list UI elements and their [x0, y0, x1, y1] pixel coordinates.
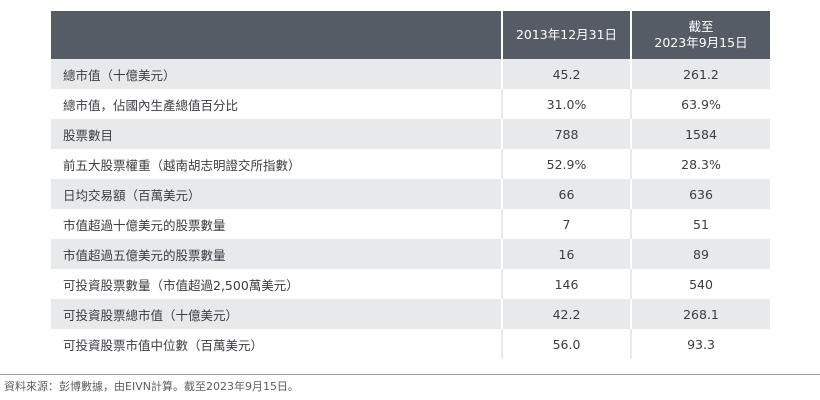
- table-header-row: 2013年12月31日 截至 2023年9月15日: [51, 11, 770, 59]
- header-2023-line1: 截至: [688, 19, 714, 34]
- table-row: 市值超過十億美元的股票數量 7 51: [51, 209, 770, 239]
- row-value-2023: 51: [630, 209, 770, 239]
- footnote-divider: [0, 374, 820, 375]
- row-label: 市值超過十億美元的股票數量: [51, 209, 502, 239]
- row-value-2023: 1584: [630, 119, 770, 149]
- market-stats-table: 2013年12月31日 截至 2023年9月15日 總市值（十億美元） 45.2…: [51, 11, 770, 359]
- row-value-2023: 28.3%: [630, 149, 770, 179]
- row-label: 可投資股票總市值（十億美元）: [51, 299, 502, 329]
- table-row: 總市值，佔國內生產總值百分比 31.0% 63.9%: [51, 89, 770, 119]
- row-value-2013: 45.2: [501, 59, 631, 89]
- row-value-2023: 636: [630, 179, 770, 209]
- header-label-cell: [51, 11, 502, 59]
- row-value-2023: 540: [630, 269, 770, 299]
- row-value-2013: 52.9%: [501, 149, 631, 179]
- row-value-2023: 63.9%: [630, 89, 770, 119]
- table-row: 日均交易額（百萬美元） 66 636: [51, 179, 770, 209]
- table-row: 可投資股票數量（市值超過2,500萬美元） 146 540: [51, 269, 770, 299]
- row-value-2023: 261.2: [630, 59, 770, 89]
- row-value-2013: 66: [501, 179, 631, 209]
- row-value-2013: 56.0: [501, 329, 631, 359]
- row-value-2023: 268.1: [630, 299, 770, 329]
- table-row: 總市值（十億美元） 45.2 261.2: [51, 59, 770, 89]
- row-label: 總市值（十億美元）: [51, 59, 502, 89]
- source-footnote: 資料來源：彭博數據，由EIVN計算。截至2023年9月15日。: [4, 380, 299, 393]
- header-2023: 截至 2023年9月15日: [630, 11, 770, 59]
- row-label: 可投資股票市值中位數（百萬美元）: [51, 329, 502, 359]
- row-value-2013: 16: [501, 239, 631, 269]
- row-value-2023: 89: [630, 239, 770, 269]
- row-value-2013: 146: [501, 269, 631, 299]
- header-2023-line2: 2023年9月15日: [654, 35, 748, 50]
- row-value-2013: 42.2: [501, 299, 631, 329]
- table-row: 可投資股票總市值（十億美元） 42.2 268.1: [51, 299, 770, 329]
- row-label: 股票數目: [51, 119, 502, 149]
- row-label: 日均交易額（百萬美元）: [51, 179, 502, 209]
- row-value-2013: 788: [501, 119, 631, 149]
- table-row: 市值超過五億美元的股票數量 16 89: [51, 239, 770, 269]
- row-label: 可投資股票數量（市值超過2,500萬美元）: [51, 269, 502, 299]
- table-row: 可投資股票市值中位數（百萬美元） 56.0 93.3: [51, 329, 770, 359]
- row-label: 前五大股票權重（越南胡志明證交所指數）: [51, 149, 502, 179]
- row-value-2013: 31.0%: [501, 89, 631, 119]
- row-value-2023: 93.3: [630, 329, 770, 359]
- row-label: 總市值，佔國內生產總值百分比: [51, 89, 502, 119]
- row-label: 市值超過五億美元的股票數量: [51, 239, 502, 269]
- header-2013: 2013年12月31日: [501, 11, 631, 59]
- row-value-2013: 7: [501, 209, 631, 239]
- data-table-container: 2013年12月31日 截至 2023年9月15日 總市值（十億美元） 45.2…: [51, 11, 770, 359]
- table-row: 股票數目 788 1584: [51, 119, 770, 149]
- table-row: 前五大股票權重（越南胡志明證交所指數） 52.9% 28.3%: [51, 149, 770, 179]
